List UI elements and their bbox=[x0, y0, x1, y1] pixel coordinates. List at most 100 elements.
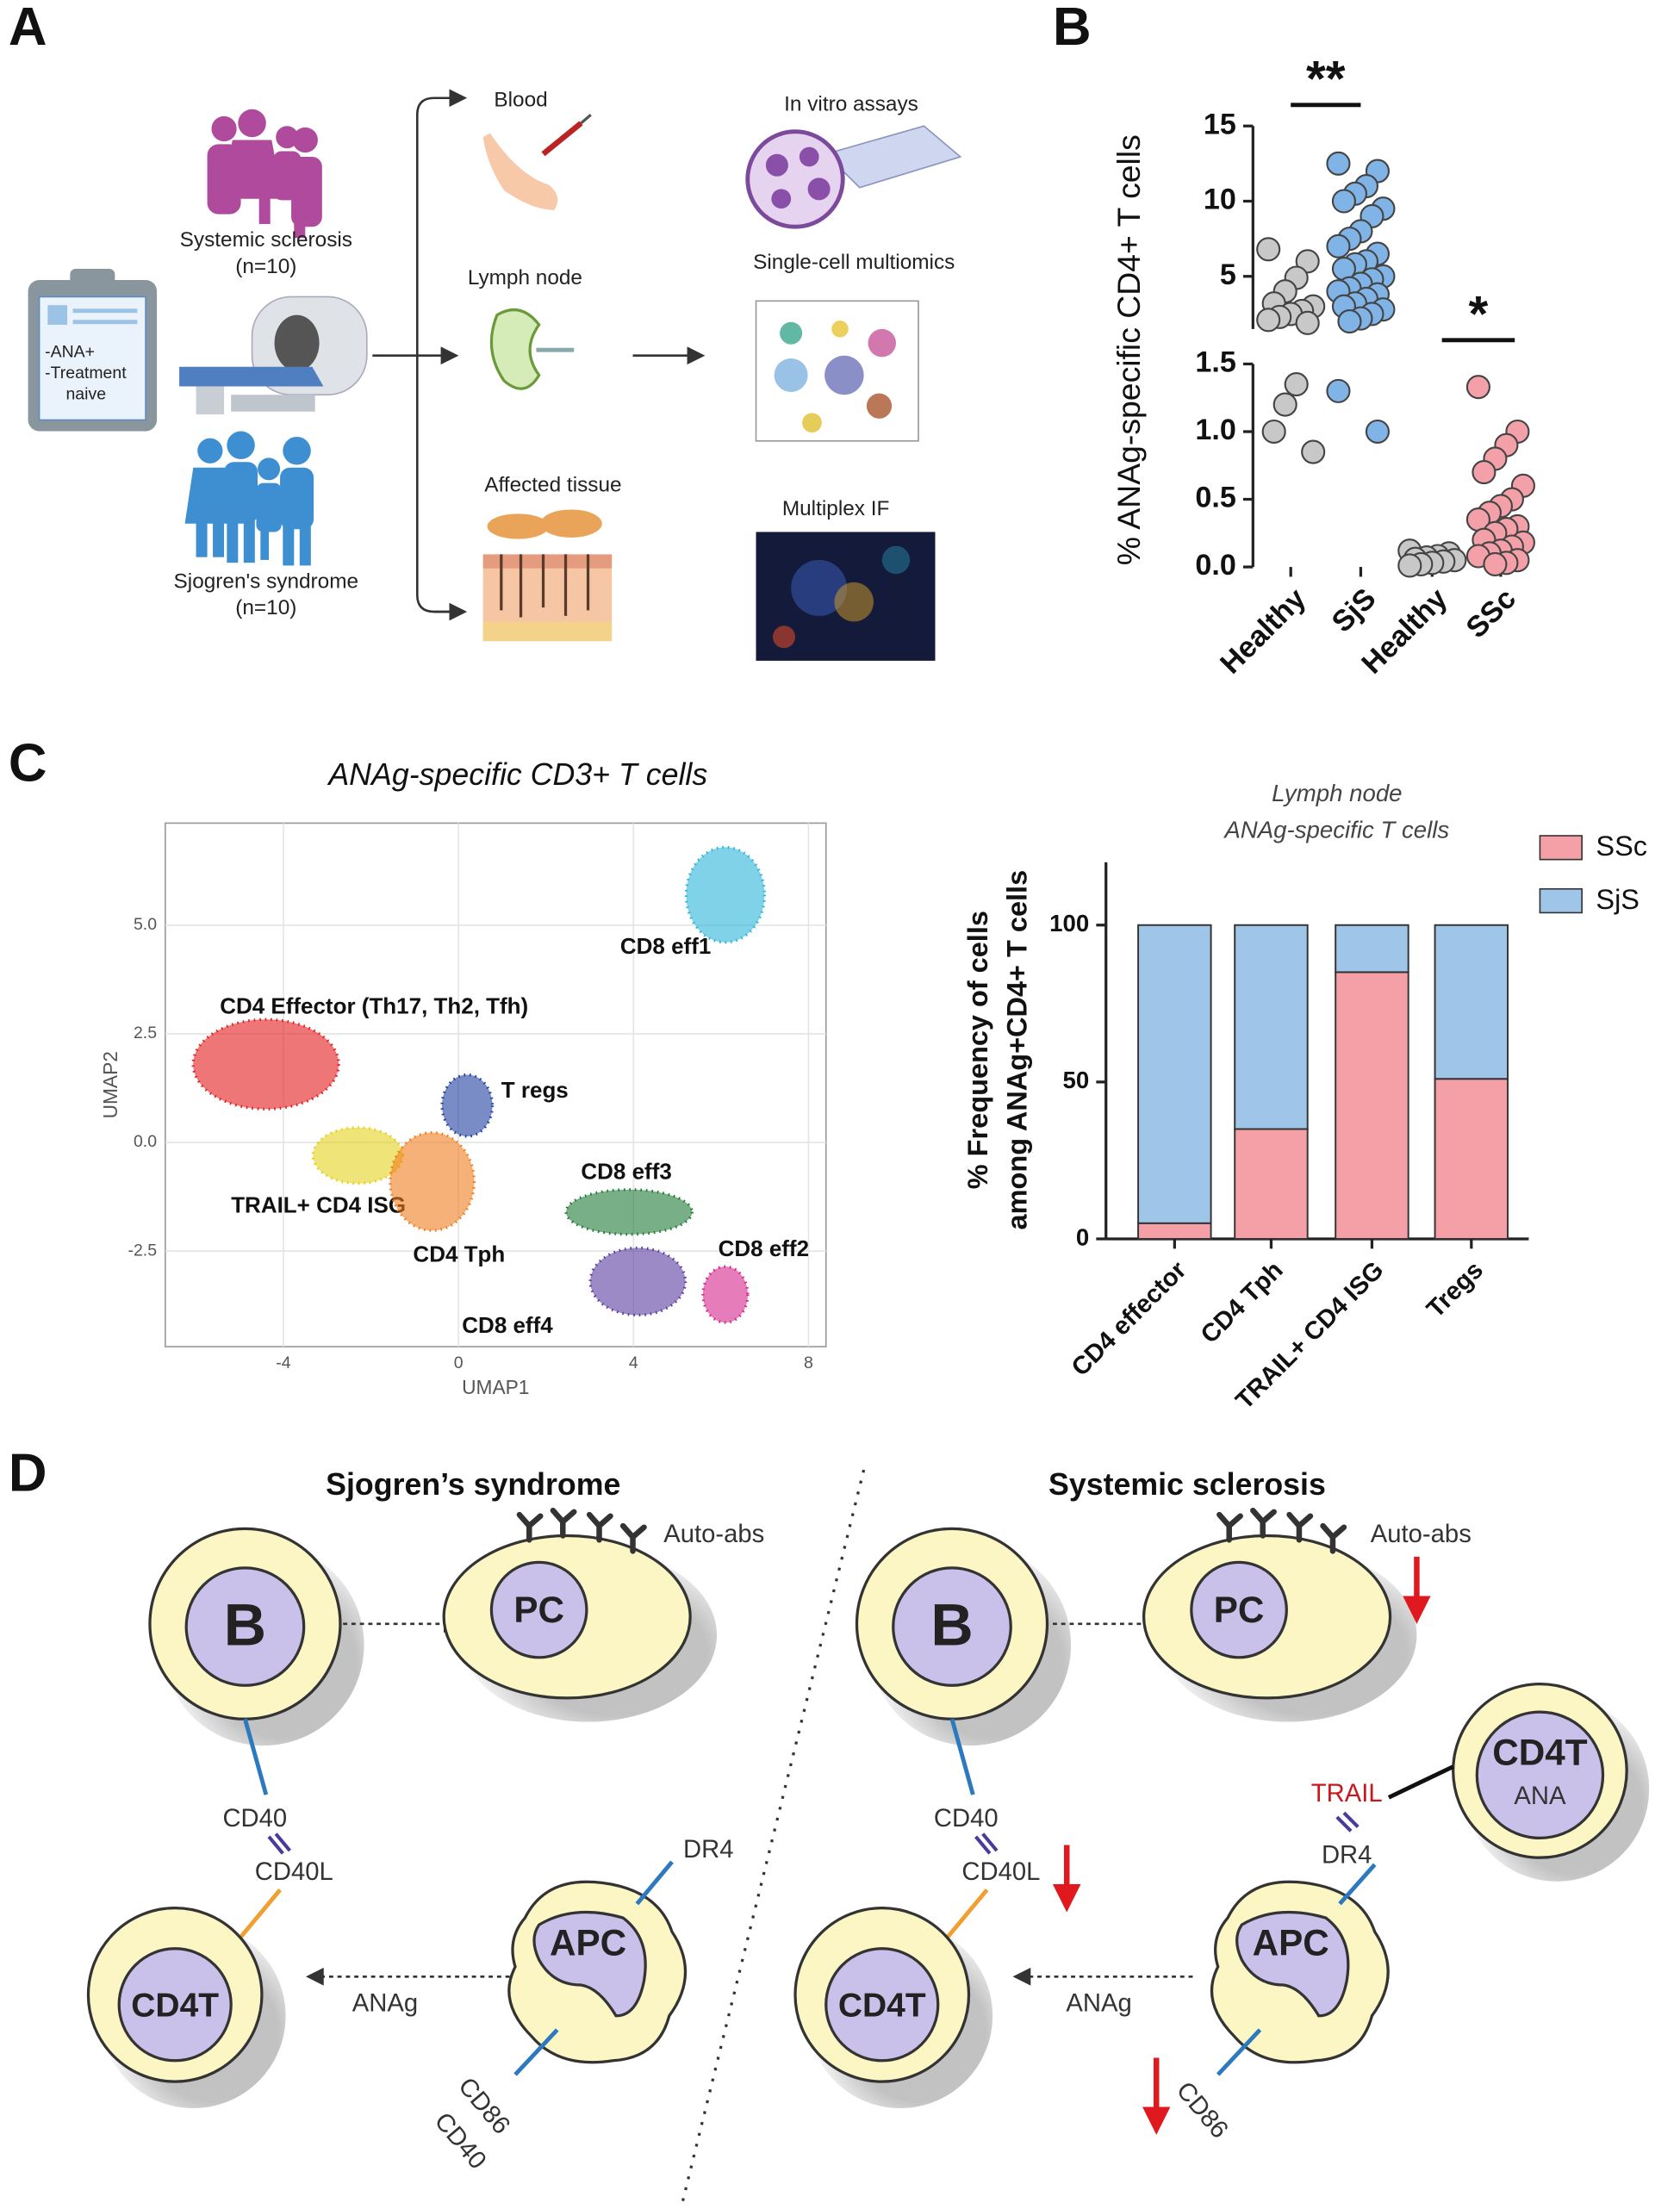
cluster-label: CD8 eff4 bbox=[462, 1312, 553, 1338]
legend-swatch bbox=[1539, 887, 1583, 914]
assay-label: In vitro assays bbox=[784, 92, 918, 115]
antibodies bbox=[1216, 1507, 1347, 1554]
label: DR4 bbox=[683, 1836, 733, 1864]
y-tick-label: 1.0 bbox=[1195, 414, 1235, 446]
y-tick-label: 5.0 bbox=[134, 915, 157, 934]
label: CD86 bbox=[1171, 2077, 1234, 2144]
cohort-name: Systemic sclerosis bbox=[180, 228, 352, 252]
dot bbox=[1365, 419, 1390, 445]
bar-segment bbox=[1335, 924, 1409, 974]
bar-segment bbox=[1234, 924, 1309, 1130]
family-icon bbox=[184, 431, 314, 566]
significance: ** bbox=[1306, 51, 1346, 107]
cohort-n: (n=10) bbox=[235, 255, 296, 278]
cluster-label: CD8 eff2 bbox=[719, 1235, 809, 1261]
receptor bbox=[243, 1718, 269, 1795]
panel-label: A bbox=[9, 0, 47, 57]
label: CD40 bbox=[222, 1805, 287, 1833]
dot bbox=[1295, 249, 1320, 274]
dot bbox=[1483, 551, 1508, 576]
panel-label: D bbox=[9, 1444, 47, 1503]
nucleus bbox=[1190, 1560, 1288, 1659]
chart-title: ANAg-specific CD3+ T cells bbox=[327, 757, 707, 792]
y-axis-label: % Frequency of cells bbox=[962, 911, 993, 1189]
y-tick-label: 0.0 bbox=[134, 1132, 157, 1151]
cell-label: CD4T bbox=[838, 1987, 926, 2024]
cell-label: B bbox=[224, 1592, 266, 1658]
x-tick-label: SSc bbox=[1459, 582, 1521, 644]
cell-label: PC bbox=[1214, 1590, 1265, 1630]
label: Auto-abs bbox=[1371, 1521, 1472, 1548]
cluster-label: T regs bbox=[501, 1077, 569, 1103]
dot bbox=[1397, 553, 1422, 578]
label: ANAg bbox=[1066, 1989, 1131, 2017]
chart-subtitle: ANAg-specific T cells bbox=[1223, 816, 1449, 843]
binding bbox=[267, 1833, 291, 1855]
y-axis-label: % ANAg-specific CD4+ T cells bbox=[1111, 134, 1147, 565]
y-tick-label: 100 bbox=[1049, 910, 1089, 936]
dot bbox=[1465, 375, 1490, 400]
label: TRAIL bbox=[1311, 1780, 1383, 1808]
legend-swatch bbox=[1539, 835, 1583, 861]
cluster-label: CD8 eff1 bbox=[620, 933, 711, 959]
dot bbox=[1295, 310, 1320, 335]
family-icon bbox=[207, 109, 322, 239]
y-tick-label: 50 bbox=[1063, 1067, 1090, 1093]
cluster bbox=[564, 1188, 694, 1236]
nucleus bbox=[532, 1910, 647, 2018]
cell-label: CD4T bbox=[131, 1987, 219, 2024]
cell-label: B bbox=[930, 1592, 973, 1658]
scanner-icon bbox=[179, 296, 368, 414]
y-axis-label: among ANAg+CD4+ T cells bbox=[1002, 870, 1033, 1230]
y-tick-label: 0.5 bbox=[1195, 482, 1235, 514]
dot bbox=[1261, 419, 1286, 445]
cell-label: APC bbox=[550, 1923, 626, 1963]
y-axis-label: UMAP2 bbox=[99, 1051, 121, 1118]
bracket bbox=[415, 96, 463, 613]
cell-label: CD4T bbox=[1492, 1733, 1587, 1773]
dot bbox=[1301, 439, 1326, 464]
x-tick-label: CD4 Tph bbox=[1196, 1256, 1289, 1349]
y-tick-label: 1.5 bbox=[1195, 345, 1235, 378]
cluster-label: CD4 Effector (Th17, Th2, Tfh) bbox=[220, 993, 528, 1019]
sample-label: Lymph node bbox=[468, 266, 582, 289]
cluster-label: TRAIL+ CD4 ISG bbox=[231, 1192, 406, 1217]
label: ANA bbox=[1514, 1783, 1566, 1810]
nucleus bbox=[1235, 1910, 1350, 2018]
dot bbox=[1326, 151, 1351, 176]
y-tick-label: 15 bbox=[1204, 108, 1236, 140]
lymph-node-icon bbox=[489, 308, 575, 390]
in-vitro-icon bbox=[745, 125, 962, 229]
y-tick-label: 0.0 bbox=[1195, 549, 1235, 582]
x-tick-label: CD4 effector bbox=[1067, 1256, 1192, 1382]
nucleus bbox=[892, 1566, 1012, 1687]
x-tick-label: Tregs bbox=[1422, 1256, 1489, 1323]
label: Auto-abs bbox=[663, 1521, 764, 1548]
cohort-n: (n=10) bbox=[235, 596, 296, 619]
bar-segment bbox=[1137, 924, 1212, 1224]
criterion: naive bbox=[65, 384, 106, 403]
legend-label: SSc bbox=[1596, 831, 1647, 862]
label: CD40L bbox=[961, 1858, 1040, 1886]
panel-a: -ANA+ -Treatment naive Systemic sclerosi… bbox=[28, 88, 962, 661]
y-tick-label: 0 bbox=[1076, 1223, 1089, 1250]
bar-segment bbox=[1137, 1222, 1212, 1240]
y-tick-label: 10 bbox=[1204, 184, 1236, 216]
cluster-label: CD4 Tph bbox=[413, 1241, 505, 1266]
label: CD40 bbox=[934, 1805, 999, 1833]
label: DR4 bbox=[1322, 1841, 1372, 1869]
cell-label: APC bbox=[1253, 1923, 1329, 1963]
sample-label: Affected tissue bbox=[484, 473, 621, 496]
panel-label: B bbox=[1053, 0, 1092, 57]
cluster-label: CD8 eff3 bbox=[581, 1158, 671, 1184]
dot bbox=[1272, 392, 1297, 417]
receptor bbox=[635, 1860, 674, 1906]
cohort-name: Sjogren's syndrome bbox=[174, 569, 359, 593]
y-tick-label: -2.5 bbox=[128, 1241, 157, 1260]
receptor bbox=[949, 1718, 975, 1795]
tissue-icon bbox=[482, 509, 613, 642]
label: CD40L bbox=[255, 1858, 333, 1886]
dot bbox=[1337, 309, 1362, 334]
bar-segment bbox=[1434, 1078, 1509, 1240]
cluster bbox=[389, 1130, 476, 1232]
